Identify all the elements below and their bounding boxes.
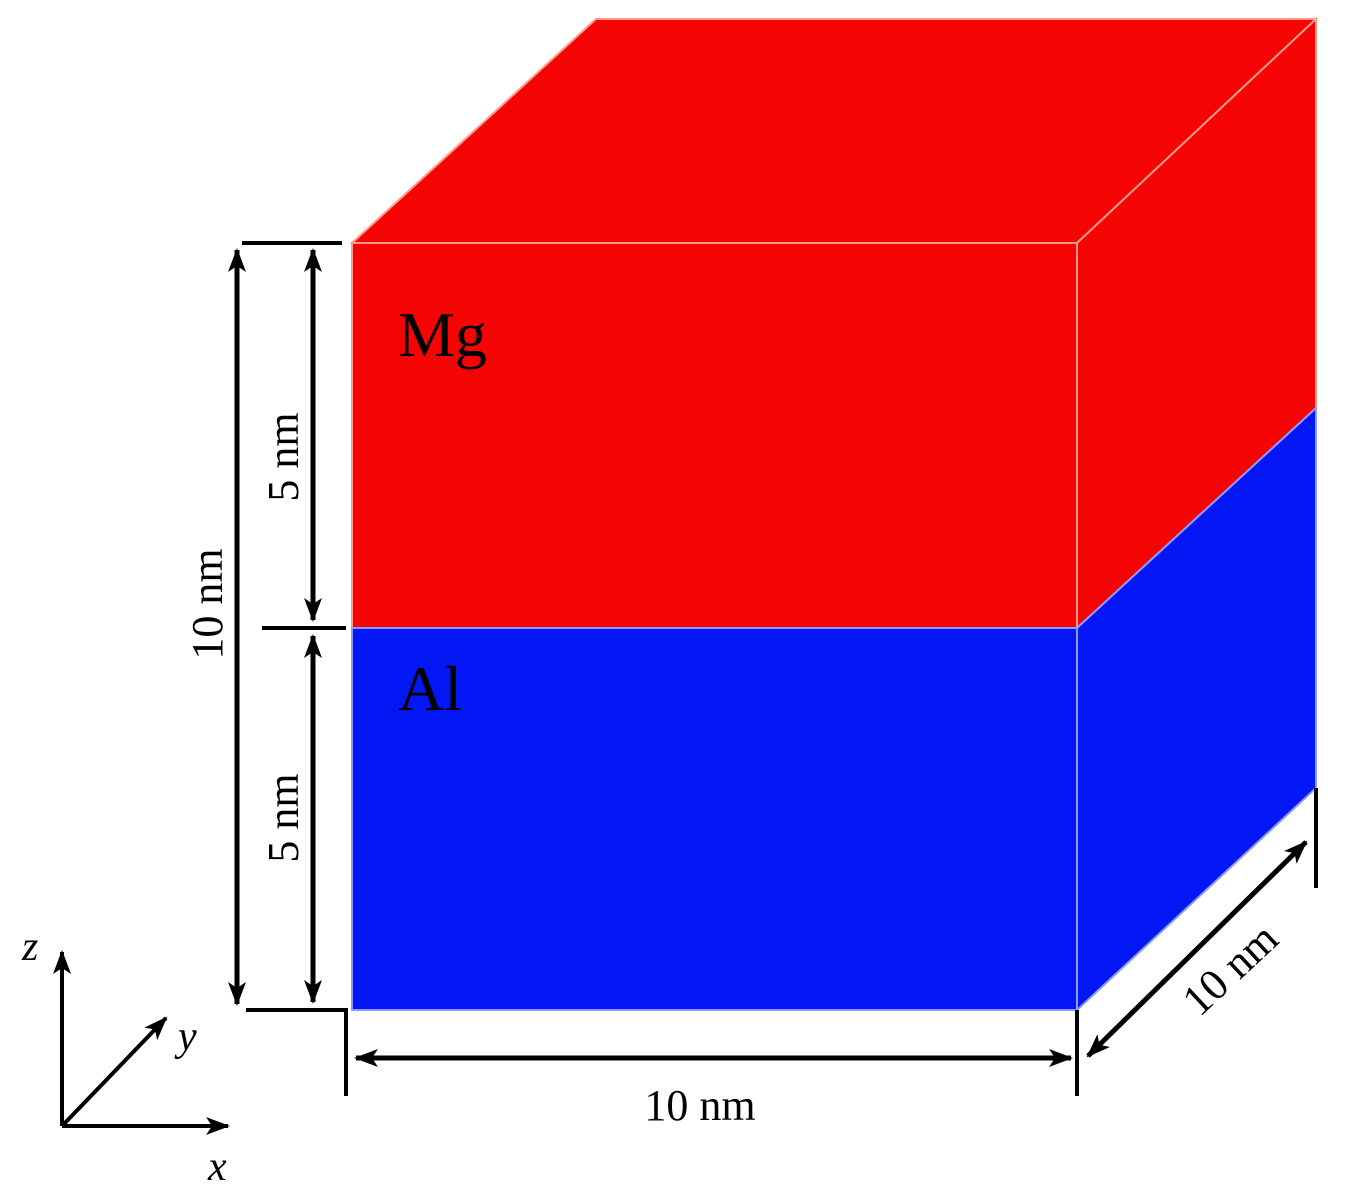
bottom-extension-line [246, 1008, 348, 1096]
mg-front-face [351, 242, 1078, 629]
width-label: 10 nm [644, 1081, 755, 1130]
y-axis-label: y [174, 1014, 197, 1060]
x-axis-label: x [207, 1144, 227, 1190]
mg-label: Mg [398, 299, 487, 370]
z-axis-label: z [21, 924, 38, 970]
total-height-label: 10 nm [183, 548, 232, 659]
al-front-face [351, 627, 1078, 1011]
depth-arrow [1086, 840, 1308, 1058]
al-label: Al [398, 653, 462, 724]
y-axis-arrow [60, 1016, 168, 1128]
depth-label: 10 nm [1173, 914, 1288, 1026]
al-height-label: 5 nm [259, 773, 308, 862]
mg-height-label: 5 nm [259, 412, 308, 501]
